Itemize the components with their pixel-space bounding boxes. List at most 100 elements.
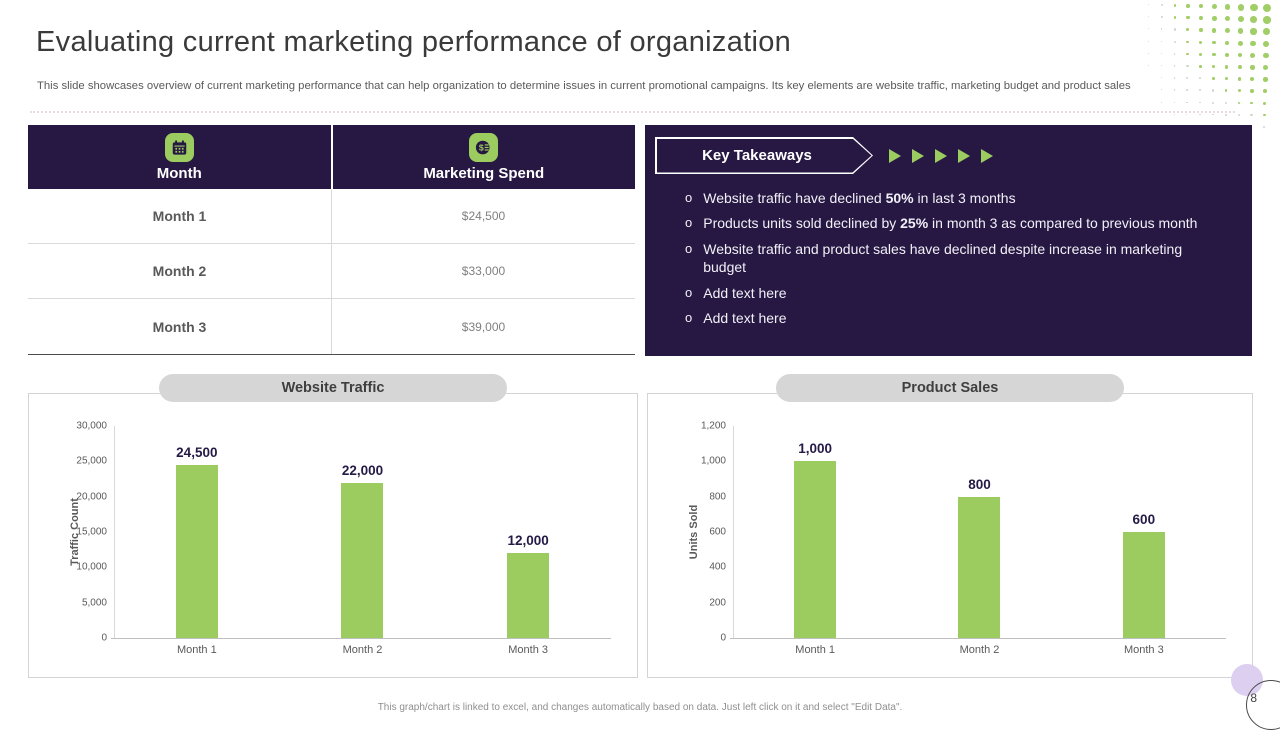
slide-subtitle: This slide showcases overview of current… bbox=[37, 80, 1131, 92]
bar bbox=[794, 461, 837, 638]
dot-decoration bbox=[1224, 16, 1231, 22]
dot-decoration bbox=[1199, 52, 1203, 56]
svg-text:$: $ bbox=[479, 142, 484, 152]
y-axis-line bbox=[733, 426, 734, 639]
bar-group: 24,500 bbox=[175, 426, 218, 638]
bullet-marker: o bbox=[685, 284, 693, 300]
dot-decoration bbox=[1250, 101, 1254, 105]
dot-decoration bbox=[1160, 101, 1162, 103]
takeaway-text: Website traffic have declined 50% in las… bbox=[703, 190, 1016, 206]
x-axis-line bbox=[111, 638, 611, 639]
dot-decoration bbox=[1237, 28, 1244, 34]
dot-decoration bbox=[1224, 28, 1230, 34]
dot-decoration bbox=[1224, 40, 1230, 45]
dot-decoration bbox=[1263, 101, 1267, 105]
dot-decoration bbox=[1173, 65, 1176, 67]
product-sales-chart[interactable]: Product Sales Units Sold 1,200 1,000 800 60… bbox=[647, 374, 1253, 678]
takeaway-item: o Website traffic have declined 50% in la… bbox=[685, 189, 1215, 207]
bar-group: 1,000 bbox=[794, 426, 837, 638]
x-axis-category-label: Month 3 bbox=[1123, 644, 1164, 656]
dot-decoration bbox=[1173, 101, 1175, 103]
takeaway-item: o Products units sold declined by 25% in … bbox=[685, 214, 1215, 232]
takeaway-text: Add text here bbox=[703, 310, 787, 327]
dot-decoration bbox=[1212, 101, 1214, 104]
dot-decoration bbox=[1160, 77, 1162, 79]
arrow-icons bbox=[889, 148, 993, 163]
dot-decoration bbox=[1263, 4, 1272, 12]
dot-decoration bbox=[1224, 101, 1228, 104]
column-header-label: Month bbox=[156, 164, 202, 182]
dot-decoration bbox=[1224, 77, 1228, 81]
arrow-triangle-icon bbox=[981, 148, 993, 163]
dot-decoration bbox=[1212, 65, 1216, 69]
bar-value-label: 24,500 bbox=[176, 445, 218, 460]
dot-decoration bbox=[1199, 40, 1203, 44]
arrow-triangle-icon bbox=[889, 148, 901, 163]
dot-decoration bbox=[1263, 89, 1267, 94]
dot-decoration bbox=[1250, 77, 1255, 82]
bar bbox=[175, 465, 218, 638]
dot-decoration bbox=[1199, 16, 1204, 21]
dot-decoration bbox=[1160, 40, 1163, 43]
dot-decoration bbox=[1263, 126, 1266, 128]
arrow-triangle-icon bbox=[958, 148, 970, 163]
table-row: Month 1 $24,500 bbox=[28, 189, 635, 244]
x-axis-line bbox=[730, 638, 1226, 639]
dot-decoration bbox=[1148, 52, 1149, 54]
x-axis-category-label: Month 1 bbox=[176, 644, 217, 656]
dot-decoration bbox=[1237, 89, 1241, 93]
dot-decoration bbox=[1186, 40, 1190, 44]
table-body: Month 1 $24,500 Month 2 $33,000 Month 3 $39,0… bbox=[28, 189, 635, 354]
month-cell: Month 1 bbox=[28, 189, 332, 243]
dot-decoration bbox=[1186, 77, 1189, 80]
x-axis-categories: Month 1 Month 2 Month 3 bbox=[114, 644, 611, 656]
dot-decoration bbox=[1199, 28, 1203, 32]
dot-decoration bbox=[1173, 113, 1175, 115]
dot-decoration bbox=[1250, 4, 1258, 12]
dot-decoration bbox=[1186, 113, 1188, 115]
dot-decoration bbox=[1212, 113, 1214, 116]
dot-decoration bbox=[1160, 52, 1163, 55]
dot-decoration bbox=[1237, 101, 1241, 105]
dot-decoration bbox=[1224, 113, 1227, 116]
y-axis-ticks: 30,000 25,000 20,000 15,000 10,000 5,000 0 bbox=[29, 421, 107, 644]
arrow-triangle-icon bbox=[912, 148, 924, 163]
dot-decoration bbox=[1186, 16, 1190, 20]
dot-decoration bbox=[1173, 77, 1176, 79]
bar bbox=[341, 483, 384, 638]
dot-decoration bbox=[1237, 113, 1240, 116]
dot-decoration bbox=[1186, 101, 1188, 103]
website-traffic-chart[interactable]: Website Traffic Traffic Count 30,000 25,0… bbox=[28, 374, 638, 678]
dot-decoration bbox=[1186, 28, 1190, 32]
table-row: Month 3 $39,000 bbox=[28, 299, 635, 354]
bars-area: 1,000 800 600 bbox=[733, 426, 1226, 638]
dot-decoration bbox=[1186, 65, 1189, 68]
month-value: Month 3 bbox=[152, 318, 207, 335]
y-axis-tick: 1,000 bbox=[700, 455, 726, 467]
dot-decoration bbox=[1148, 40, 1149, 42]
y-axis-tick: 200 bbox=[709, 597, 726, 609]
key-takeaways-box[interactable]: Key Takeaways o Website traffic have decl… bbox=[645, 125, 1252, 356]
dot-decoration bbox=[1199, 4, 1204, 9]
bar-value-label: 1,000 bbox=[798, 441, 833, 456]
dot-decoration bbox=[1263, 52, 1269, 59]
dot-decoration bbox=[1148, 16, 1150, 18]
arrow-triangle-icon bbox=[935, 148, 947, 163]
key-takeaways-title: Key Takeaways bbox=[702, 147, 812, 164]
dot-decoration bbox=[1250, 89, 1254, 93]
y-axis-tick: 30,000 bbox=[76, 420, 107, 432]
bar-group: 12,000 bbox=[507, 426, 550, 638]
footer-note: This graph/chart is linked to excel, and… bbox=[377, 702, 903, 713]
dot-decoration bbox=[1212, 16, 1217, 21]
bars-area: 24,500 22,000 12,000 bbox=[114, 426, 611, 638]
dot-decoration bbox=[1148, 28, 1149, 30]
chart-title-pill: Product Sales bbox=[776, 374, 1124, 402]
spend-cell: $39,000 bbox=[332, 299, 635, 354]
dot-decoration bbox=[1212, 77, 1215, 80]
dot-decoration bbox=[1250, 28, 1257, 35]
dot-decoration bbox=[1237, 65, 1242, 70]
dot-decoration bbox=[1173, 4, 1177, 7]
dot-decoration bbox=[1263, 113, 1266, 117]
x-axis-category-label: Month 1 bbox=[795, 644, 836, 656]
marketing-spend-table[interactable]: Month $ Marketing Spend Month 1 $24,500 Mo… bbox=[28, 125, 635, 355]
